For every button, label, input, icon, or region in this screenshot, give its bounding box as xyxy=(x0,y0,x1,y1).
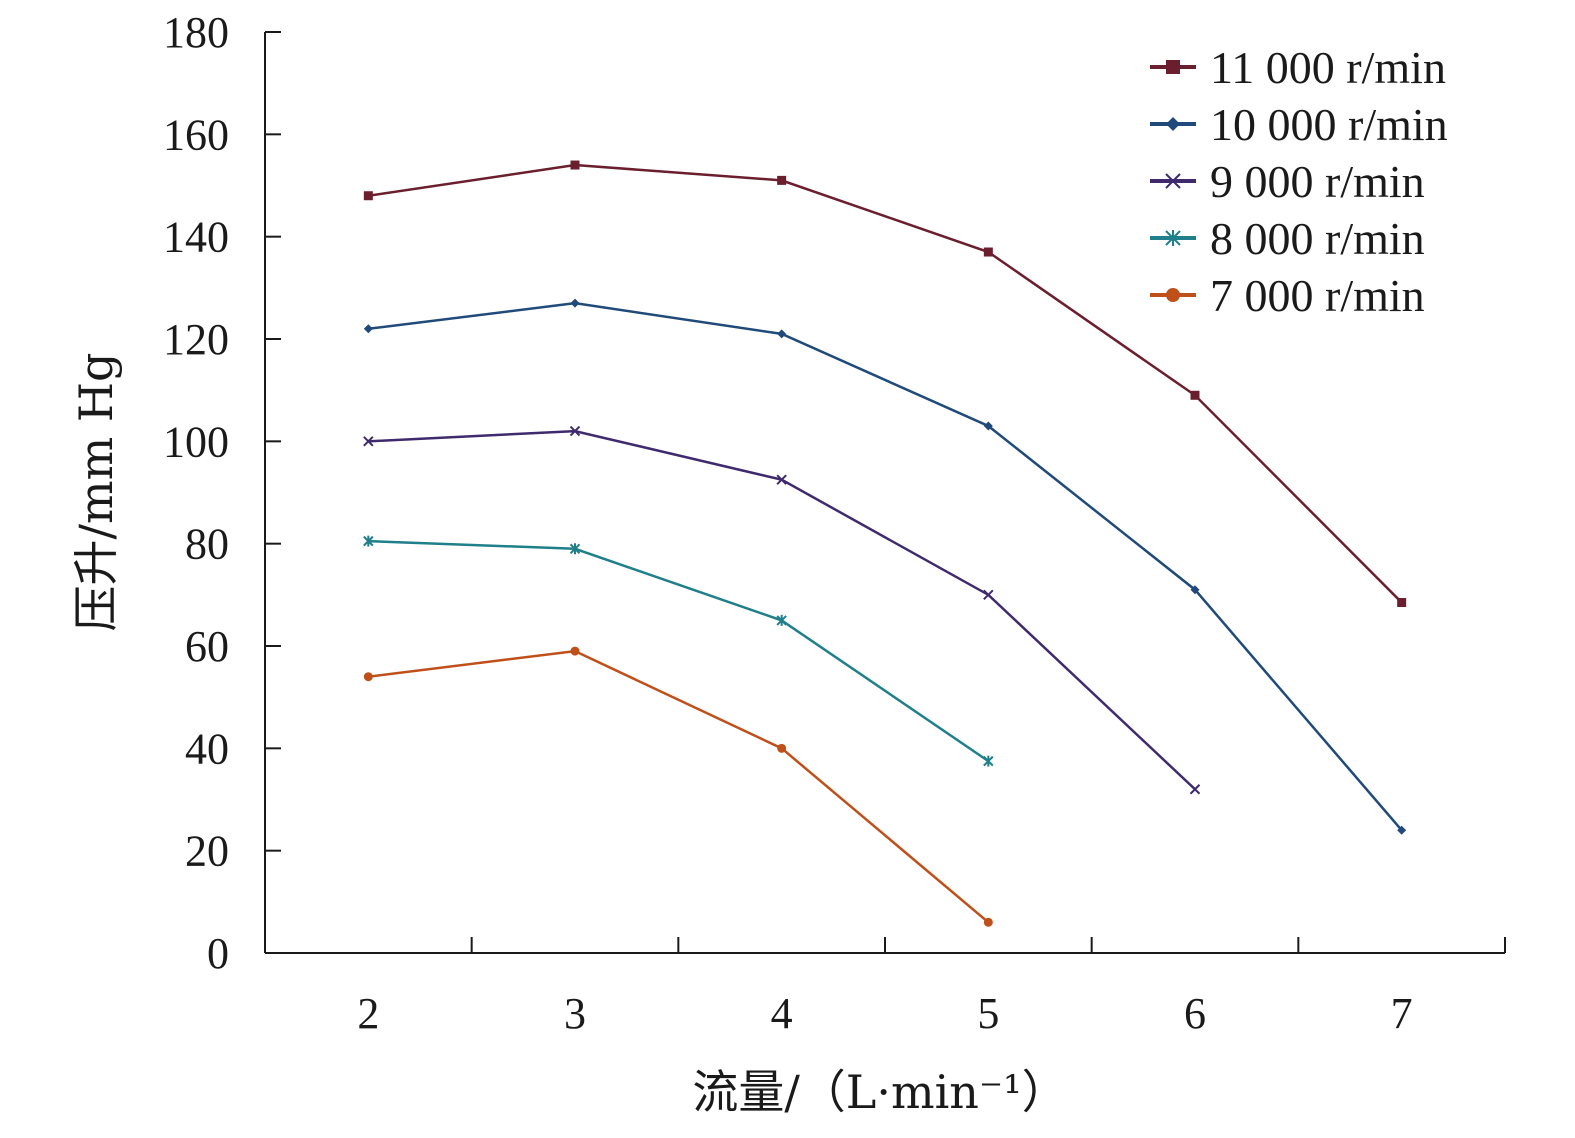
series-line xyxy=(368,429,1196,791)
y-tick-label: 100 xyxy=(163,417,229,466)
data-point xyxy=(983,589,994,601)
series-layer xyxy=(363,160,1407,927)
series-line xyxy=(368,649,990,924)
series-4 xyxy=(363,646,993,927)
data-point xyxy=(363,436,374,447)
y-tick-label: 180 xyxy=(163,8,229,57)
legend-label: 10 000 r/min xyxy=(1210,99,1448,150)
legend-label: 9 000 r/min xyxy=(1210,156,1425,207)
series-0 xyxy=(363,160,1407,608)
series-line xyxy=(368,539,990,763)
data-point xyxy=(777,329,787,339)
legend-label: 8 000 r/min xyxy=(1210,213,1425,264)
legend-label: 7 000 r/min xyxy=(1210,270,1425,321)
data-point xyxy=(569,425,581,437)
series-line xyxy=(368,301,1403,832)
data-point xyxy=(776,614,787,626)
legend-marker xyxy=(1166,288,1180,302)
data-point xyxy=(777,743,787,753)
data-point xyxy=(570,646,580,656)
y-tick-label: 40 xyxy=(185,724,229,773)
y-tick-label: 60 xyxy=(185,622,229,671)
series-1 xyxy=(363,298,1407,835)
data-point xyxy=(363,324,373,334)
series-line xyxy=(368,163,1403,604)
plot-area: 0 20 40 60 80 100 120 140 160 180 2 3 4 5 6 7 xyxy=(163,8,1506,1038)
y-tick-label: 0 xyxy=(207,929,229,978)
data-point xyxy=(570,160,580,170)
data-point xyxy=(776,474,787,485)
y-axis-ticks: 0 20 40 60 80 100 120 140 160 180 xyxy=(163,8,281,978)
series-3 xyxy=(363,535,994,767)
data-point xyxy=(983,421,993,431)
data-point xyxy=(983,917,993,927)
legend-marker xyxy=(1166,60,1180,74)
legend-marker xyxy=(1165,173,1181,189)
x-tick-label: 5 xyxy=(977,989,999,1038)
data-point xyxy=(1397,598,1407,608)
data-point xyxy=(363,672,373,682)
data-point xyxy=(777,175,787,185)
x-tick-label: 4 xyxy=(771,989,793,1038)
data-point xyxy=(1397,825,1407,835)
x-tick-label: 2 xyxy=(357,989,379,1038)
data-point xyxy=(1189,784,1201,795)
y-tick-label: 140 xyxy=(163,213,229,262)
y-tick-label: 20 xyxy=(185,827,229,876)
x-axis-ticks: 2 3 4 5 6 7 xyxy=(357,937,1506,1038)
data-point xyxy=(569,543,581,555)
data-point xyxy=(1190,390,1200,400)
series-2 xyxy=(363,425,1201,795)
data-point xyxy=(983,755,994,767)
legend-marker xyxy=(1166,117,1180,131)
y-tick-label: 160 xyxy=(163,110,229,159)
y-axis-title: 压升/mm Hg xyxy=(69,353,123,632)
x-tick-label: 7 xyxy=(1391,989,1413,1038)
data-point xyxy=(1190,585,1200,595)
x-tick-label: 6 xyxy=(1184,989,1206,1038)
y-tick-label: 80 xyxy=(185,520,229,569)
legend-label: 11 000 r/min xyxy=(1210,42,1446,93)
data-point xyxy=(363,191,373,201)
data-point xyxy=(983,247,993,257)
y-tick-label: 120 xyxy=(163,315,229,364)
legend: 11 000 r/min 10 000 r/min 9 000 r/min 8 000… xyxy=(1150,42,1448,321)
legend-marker xyxy=(1165,230,1181,246)
x-tick-label: 3 xyxy=(564,989,586,1038)
x-axis-title: 流量/（L·min⁻¹） xyxy=(692,1065,1067,1119)
data-point xyxy=(570,298,580,308)
data-point xyxy=(363,535,374,547)
